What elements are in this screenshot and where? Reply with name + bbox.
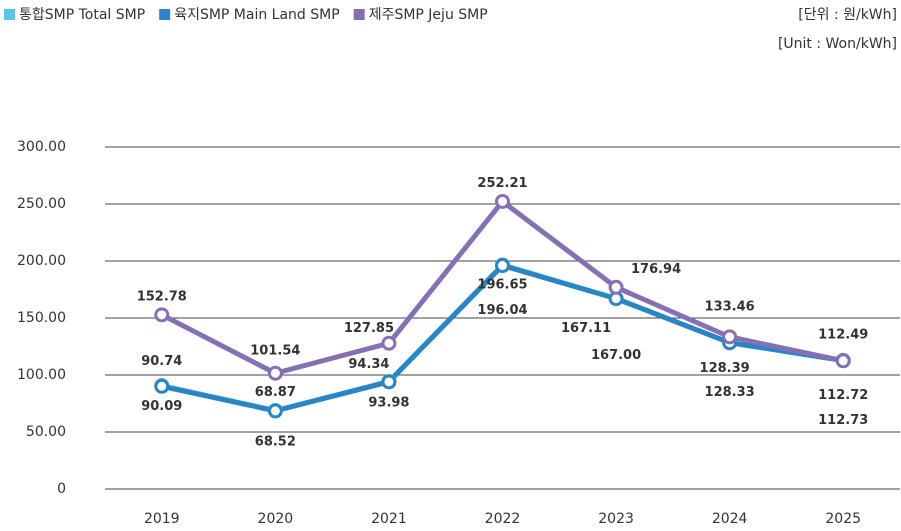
value-label: 167.00 bbox=[591, 348, 641, 363]
point bbox=[722, 329, 738, 345]
value-label: 112.49 bbox=[818, 327, 868, 342]
y-tick-label: 150.00 bbox=[17, 310, 66, 326]
legend-swatch bbox=[159, 9, 171, 20]
legend-label: 제주SMP Jeju SMP bbox=[369, 7, 488, 23]
value-label: 94.34 bbox=[348, 357, 389, 372]
point bbox=[835, 353, 851, 369]
value-label: 167.11 bbox=[561, 321, 611, 336]
point bbox=[267, 403, 283, 419]
value-label: 133.46 bbox=[705, 299, 755, 314]
value-label: 127.85 bbox=[344, 321, 394, 336]
legend-swatch bbox=[353, 9, 365, 20]
y-tick-label: 100.00 bbox=[17, 367, 66, 383]
y-tick-label: 250.00 bbox=[17, 196, 66, 212]
value-label: 128.33 bbox=[705, 385, 755, 400]
point bbox=[381, 374, 397, 390]
point bbox=[154, 378, 170, 394]
value-label: 152.78 bbox=[137, 289, 187, 304]
x-tick-label: 2024 bbox=[712, 511, 748, 527]
unit-label: [Unit : Won/kWh] bbox=[778, 36, 897, 52]
unit-label: [단위 : 원/kWh] bbox=[798, 7, 897, 23]
value-label: 90.09 bbox=[141, 399, 182, 414]
legend-swatch bbox=[4, 9, 15, 20]
point bbox=[495, 193, 510, 209]
value-label: 196.65 bbox=[477, 277, 527, 292]
value-label: 252.21 bbox=[477, 176, 527, 191]
point bbox=[154, 307, 170, 323]
y-tick-label: 300.00 bbox=[17, 139, 66, 155]
point bbox=[495, 258, 510, 274]
value-label: 176.94 bbox=[631, 262, 681, 277]
point bbox=[381, 335, 397, 351]
y-tick-label: 0 bbox=[57, 481, 66, 497]
point bbox=[608, 279, 624, 295]
value-label: 93.98 bbox=[368, 395, 409, 410]
y-tick-label: 50.00 bbox=[26, 424, 66, 440]
value-label: 68.87 bbox=[255, 385, 296, 400]
value-label: 112.72 bbox=[818, 388, 868, 403]
x-tick-label: 2025 bbox=[825, 511, 861, 527]
value-label: 112.73 bbox=[818, 413, 868, 428]
x-tick-label: 2019 bbox=[144, 511, 180, 527]
x-tick-label: 2023 bbox=[598, 511, 634, 527]
value-label: 196.04 bbox=[477, 303, 527, 318]
legend-label: 통합SMP Total SMP bbox=[19, 7, 145, 23]
value-label: 101.54 bbox=[250, 344, 300, 359]
x-tick-label: 2022 bbox=[485, 511, 521, 527]
x-tick-label: 2021 bbox=[371, 511, 407, 527]
x-tick-label: 2020 bbox=[258, 511, 294, 527]
value-label: 90.74 bbox=[141, 354, 182, 369]
value-label: 68.52 bbox=[255, 434, 296, 449]
point bbox=[267, 365, 283, 381]
value-label: 128.39 bbox=[700, 361, 750, 376]
y-tick-label: 200.00 bbox=[17, 253, 66, 269]
legend-label: 육지SMP Main Land SMP bbox=[174, 7, 340, 23]
